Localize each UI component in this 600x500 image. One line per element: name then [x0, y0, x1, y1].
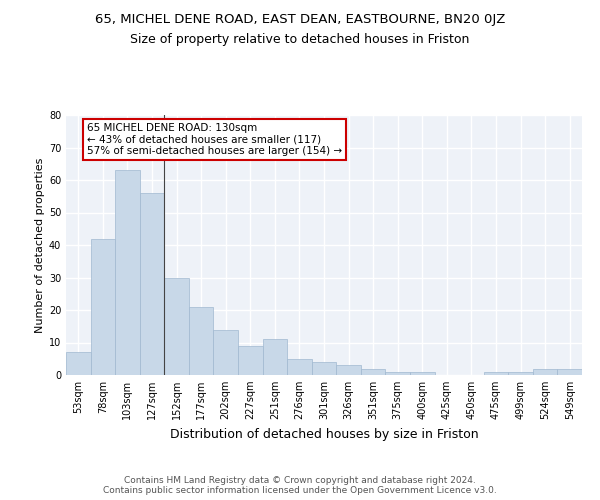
Bar	[336, 365, 361, 375]
Text: Contains HM Land Registry data © Crown copyright and database right 2024.
Contai: Contains HM Land Registry data © Crown c…	[103, 476, 497, 495]
Text: 65, MICHEL DENE ROAD, EAST DEAN, EASTBOURNE, BN20 0JZ: 65, MICHEL DENE ROAD, EAST DEAN, EASTBOU…	[95, 12, 505, 26]
Bar	[361, 368, 385, 375]
Bar	[312, 362, 336, 375]
Bar	[557, 368, 582, 375]
Bar	[66, 352, 91, 375]
Bar	[508, 372, 533, 375]
Y-axis label: Number of detached properties: Number of detached properties	[35, 158, 44, 332]
Bar	[533, 368, 557, 375]
Bar	[385, 372, 410, 375]
Bar	[287, 359, 312, 375]
Bar	[91, 238, 115, 375]
Bar	[263, 339, 287, 375]
Bar	[410, 372, 434, 375]
Text: Size of property relative to detached houses in Friston: Size of property relative to detached ho…	[130, 32, 470, 46]
Bar	[484, 372, 508, 375]
Bar	[140, 193, 164, 375]
Bar	[115, 170, 140, 375]
Text: 65 MICHEL DENE ROAD: 130sqm
← 43% of detached houses are smaller (117)
57% of se: 65 MICHEL DENE ROAD: 130sqm ← 43% of det…	[87, 123, 342, 156]
X-axis label: Distribution of detached houses by size in Friston: Distribution of detached houses by size …	[170, 428, 478, 440]
Bar	[189, 306, 214, 375]
Bar	[238, 346, 263, 375]
Bar	[164, 278, 189, 375]
Bar	[214, 330, 238, 375]
